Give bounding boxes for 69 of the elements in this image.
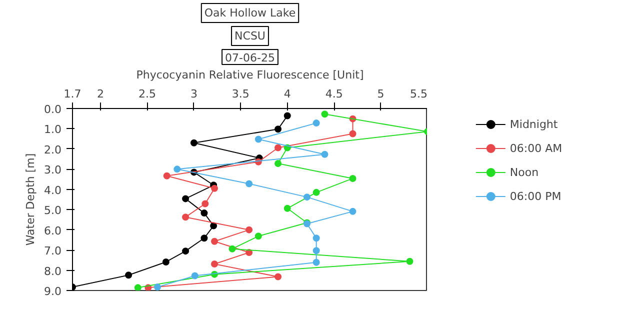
point — [163, 172, 170, 180]
point — [174, 166, 181, 173]
point — [182, 195, 190, 202]
point — [321, 150, 328, 158]
x-axis-title: Phycocyanin Relative Fluorescence [Unit] — [136, 68, 364, 82]
x-tick-label: 5 — [377, 88, 384, 100]
point — [284, 204, 291, 212]
y-tick-label: 4.0 — [44, 184, 62, 197]
point — [211, 238, 218, 245]
x-tick-label: 2.5 — [138, 88, 156, 100]
point — [303, 194, 310, 201]
point — [246, 226, 253, 234]
point — [349, 174, 356, 182]
point — [246, 180, 253, 188]
point — [210, 222, 218, 230]
y-tick-label: 7.0 — [44, 244, 62, 258]
y-tick-label: 1.0 — [44, 123, 62, 136]
point — [134, 284, 142, 290]
point — [200, 234, 208, 242]
y-axis-title: Water Depth [m] — [24, 153, 38, 246]
chart-subtitle: NCSU — [234, 30, 266, 42]
x-tick-label: 3.5 — [232, 88, 250, 100]
legend-label: Midnight — [510, 118, 558, 130]
point — [274, 144, 282, 152]
point — [312, 120, 320, 127]
x-tick-label: 4.5 — [325, 88, 343, 100]
point — [321, 110, 328, 118]
legend-label: 06:00 PM — [510, 190, 562, 202]
point — [284, 112, 291, 120]
point — [312, 234, 320, 242]
chart-title: Oak Hollow Lake — [204, 6, 296, 20]
point — [202, 200, 209, 208]
y-tick-label: 2.0 — [44, 143, 62, 156]
point — [190, 139, 198, 146]
y-tick-label: 6.0 — [44, 224, 62, 238]
point — [228, 245, 236, 252]
text: 07-06-25 — [225, 52, 275, 64]
point — [349, 208, 356, 215]
point — [312, 258, 320, 266]
y-tick-label: 3.0 — [44, 164, 62, 177]
point — [274, 273, 282, 280]
point — [125, 272, 132, 279]
point — [312, 188, 320, 196]
legend-label: 06:00 AM — [510, 142, 562, 154]
point — [182, 214, 190, 221]
x-tick-label: 3 — [190, 88, 198, 100]
point — [200, 210, 208, 217]
y-tick-label: 0.0 — [44, 103, 62, 116]
x-tick-label: 2 — [97, 88, 104, 100]
y-tick-label: 9.0 — [44, 285, 62, 298]
point — [182, 248, 190, 255]
point — [211, 184, 218, 192]
point — [191, 272, 198, 280]
point — [406, 258, 414, 265]
point — [312, 247, 320, 254]
x-tick-label: 5.5 — [410, 88, 428, 100]
point — [154, 284, 162, 290]
x-tick-label: 1.7 — [64, 88, 82, 100]
y-tick-label: 8.0 — [44, 264, 62, 278]
x-tick-label: 4 — [284, 88, 291, 100]
point — [274, 126, 282, 133]
y-tick-label: 5.0 — [44, 204, 62, 218]
point — [274, 160, 282, 167]
point — [254, 232, 262, 240]
legend-label: Noon — [510, 166, 539, 178]
point — [211, 260, 218, 268]
point — [162, 258, 170, 266]
point — [254, 136, 262, 143]
point — [349, 130, 356, 138]
